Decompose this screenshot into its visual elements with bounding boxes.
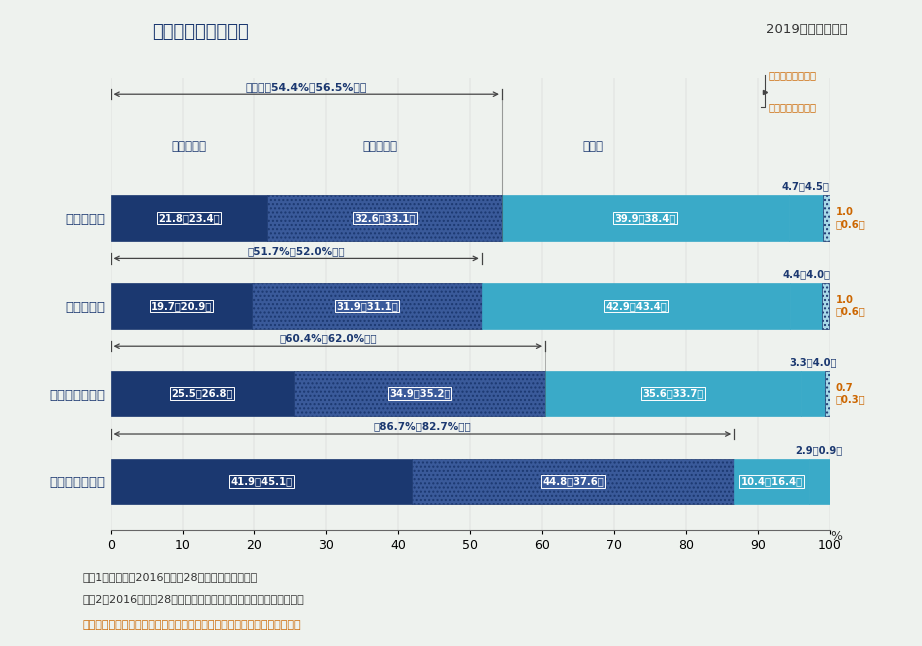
Text: 25.5【26.8】: 25.5【26.8】 — [171, 389, 233, 399]
Text: 2.9【0.9】: 2.9【0.9】 — [796, 445, 843, 455]
Text: やや苦しい: やや苦しい — [363, 140, 397, 153]
Bar — [502, 195, 789, 241]
Bar — [822, 283, 829, 329]
Bar — [253, 283, 481, 329]
Bar — [111, 371, 294, 417]
Text: 4.4【4.0】: 4.4【4.0】 — [782, 269, 830, 280]
Bar — [801, 371, 825, 417]
Text: 31.9【31.1】: 31.9【31.1】 — [337, 301, 398, 311]
Text: （86.7%【82.7%】）: （86.7%【82.7%】） — [373, 421, 471, 432]
Bar — [825, 371, 830, 417]
Text: 35.6【33.7】: 35.6【33.7】 — [643, 389, 703, 399]
Bar — [789, 195, 822, 241]
Bar — [111, 459, 412, 505]
Text: ややゆとりがある: ややゆとりがある — [769, 102, 817, 112]
Bar — [111, 195, 267, 241]
Text: 39.9【38.4】: 39.9【38.4】 — [615, 213, 676, 223]
Text: 41.9【45.1】: 41.9【45.1】 — [230, 477, 292, 486]
Text: 34.9【35.2】: 34.9【35.2】 — [389, 389, 450, 399]
Text: 2）2016（平成28）年の数値は、熊本県を除いたものである。: 2）2016（平成28）年の数値は、熊本県を除いたものである。 — [83, 594, 305, 604]
Text: 21.8【23.4】: 21.8【23.4】 — [159, 213, 219, 223]
Text: （51.7%【52.0%】）: （51.7%【52.0%】） — [247, 245, 345, 256]
Bar — [267, 195, 502, 241]
Text: 注：1）【　】は2016（平成28）年の数値である。: 注：1）【 】は2016（平成28）年の数値である。 — [83, 572, 258, 581]
Text: 大変ゆとりがある: 大変ゆとりがある — [769, 70, 817, 80]
Text: 4.7【4.5】: 4.7【4.5】 — [782, 182, 830, 192]
Text: 出典：「令和元年度国民生活基礎調査」（厚生労働省）より加工して作成: 出典：「令和元年度国民生活基礎調査」（厚生労働省）より加工して作成 — [83, 620, 301, 630]
Bar — [790, 283, 822, 329]
Bar — [822, 195, 830, 241]
Bar — [412, 459, 734, 505]
Bar — [734, 459, 809, 505]
Bar — [111, 283, 253, 329]
Text: （60.4%【62.0%】）: （60.4%【62.0%】） — [279, 333, 377, 344]
Text: 0.7
【0.3】: 0.7 【0.3】 — [835, 383, 865, 404]
Text: 1.0
【0.6】: 1.0 【0.6】 — [835, 207, 866, 229]
Text: 19.7【20.9】: 19.7【20.9】 — [151, 301, 212, 311]
Text: 32.6【33.1】: 32.6【33.1】 — [354, 213, 415, 223]
Text: 大変苦しい: 大変苦しい — [171, 140, 207, 153]
Text: 苦しい（54.4%【56.5%】）: 苦しい（54.4%【56.5%】） — [245, 81, 367, 92]
Text: %: % — [830, 530, 842, 543]
Bar — [481, 283, 790, 329]
Bar — [545, 371, 801, 417]
Text: 1.0
【0.6】: 1.0 【0.6】 — [835, 295, 866, 317]
Text: 42.9【43.4】: 42.9【43.4】 — [605, 301, 667, 311]
Text: 10.4【16.4】: 10.4【16.4】 — [740, 477, 803, 486]
Text: 2019（令和元）年: 2019（令和元）年 — [766, 23, 848, 36]
Bar — [294, 371, 545, 417]
Text: 44.8【37.6】: 44.8【37.6】 — [542, 477, 604, 486]
Text: 各種世帯の生活意識: 各種世帯の生活意識 — [152, 23, 249, 41]
Text: 3.3【4.0】: 3.3【4.0】 — [789, 357, 836, 368]
Bar — [809, 459, 830, 505]
Text: 普　通: 普 通 — [582, 140, 603, 153]
